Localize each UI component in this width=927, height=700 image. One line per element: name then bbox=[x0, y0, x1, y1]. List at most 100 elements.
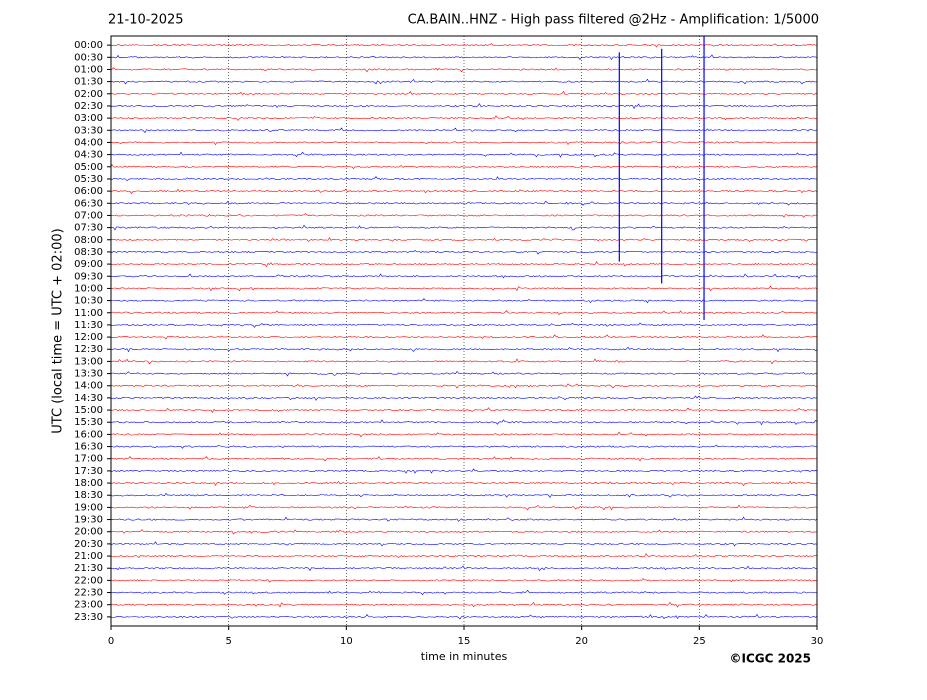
y-tick-label: 14:00 bbox=[74, 381, 103, 392]
y-tick-label: 11:00 bbox=[74, 308, 103, 319]
trace bbox=[110, 601, 818, 608]
trace bbox=[110, 78, 818, 85]
y-tick-label: 04:00 bbox=[74, 137, 103, 148]
trace bbox=[110, 516, 818, 522]
y-tick-label: 23:30 bbox=[74, 612, 103, 623]
y-tick-label: 00:00 bbox=[74, 40, 103, 51]
y-tick-label: 09:30 bbox=[74, 271, 103, 282]
trace bbox=[110, 250, 818, 255]
trace bbox=[110, 578, 818, 583]
y-tick-label: 21:30 bbox=[74, 563, 103, 574]
trace bbox=[110, 67, 818, 73]
trace bbox=[110, 504, 818, 511]
trace bbox=[110, 285, 818, 292]
y-tick-label: 06:30 bbox=[74, 198, 103, 209]
trace bbox=[110, 407, 818, 413]
y-tick-label: 12:30 bbox=[74, 344, 103, 355]
trace bbox=[110, 529, 818, 535]
trace bbox=[110, 224, 818, 231]
trace bbox=[110, 444, 818, 449]
y-tick-label: 10:00 bbox=[74, 283, 103, 294]
y-tick-label: 03:30 bbox=[74, 125, 103, 136]
trace bbox=[110, 54, 818, 61]
trace bbox=[110, 419, 818, 426]
y-tick-label: 21:00 bbox=[74, 551, 103, 562]
y-tick-label: 20:30 bbox=[74, 539, 103, 550]
trace bbox=[110, 188, 818, 195]
trace bbox=[110, 200, 818, 206]
y-tick-label: 19:30 bbox=[74, 515, 103, 526]
x-tick-label: 5 bbox=[225, 636, 231, 647]
y-tick-label: 13:30 bbox=[74, 369, 103, 380]
x-tick-label: 20 bbox=[575, 636, 588, 647]
trace bbox=[110, 43, 818, 48]
trace bbox=[110, 334, 818, 340]
y-tick-label: 16:30 bbox=[74, 442, 103, 453]
trace bbox=[110, 431, 818, 438]
trace bbox=[110, 141, 818, 146]
trace bbox=[110, 310, 818, 316]
trace bbox=[110, 127, 818, 134]
y-tick-label: 01:00 bbox=[74, 64, 103, 75]
y-tick-label: 02:00 bbox=[74, 89, 103, 100]
trace bbox=[110, 273, 818, 279]
trace bbox=[110, 541, 818, 547]
y-tick-label: 16:00 bbox=[74, 429, 103, 440]
trace bbox=[110, 358, 818, 365]
x-tick-label: 30 bbox=[811, 636, 824, 647]
x-axis-label: time in minutes bbox=[421, 650, 508, 663]
trace bbox=[110, 103, 818, 110]
y-tick-label: 08:30 bbox=[74, 247, 103, 258]
trace bbox=[110, 589, 818, 596]
y-tick-label: 07:00 bbox=[74, 210, 103, 221]
trace bbox=[110, 261, 818, 268]
trace bbox=[110, 346, 818, 353]
y-tick-label: 20:00 bbox=[74, 527, 103, 538]
y-tick-label: 22:30 bbox=[74, 588, 103, 599]
x-tick-label: 10 bbox=[340, 636, 353, 647]
trace bbox=[110, 383, 818, 389]
y-tick-label: 22:00 bbox=[74, 575, 103, 586]
trace bbox=[110, 298, 818, 304]
y-tick-label: 07:30 bbox=[74, 223, 103, 234]
y-tick-label: 12:00 bbox=[74, 332, 103, 343]
y-tick-label: 19:00 bbox=[74, 502, 103, 513]
y-tick-label: 17:00 bbox=[74, 454, 103, 465]
y-tick-label: 08:00 bbox=[74, 235, 103, 246]
trace bbox=[110, 370, 818, 377]
trace bbox=[110, 151, 818, 158]
y-tick-label: 01:30 bbox=[74, 77, 103, 88]
y-tick-label: 17:30 bbox=[74, 466, 103, 477]
y-tick-label: 18:30 bbox=[74, 490, 103, 501]
x-tick-label: 0 bbox=[108, 636, 114, 647]
trace bbox=[110, 322, 818, 328]
trace bbox=[110, 553, 818, 559]
y-tick-label: 14:30 bbox=[74, 393, 103, 404]
y-tick-label: 18:00 bbox=[74, 478, 103, 489]
trace bbox=[110, 492, 818, 498]
y-tick-label: 03:00 bbox=[74, 113, 103, 124]
trace bbox=[110, 613, 818, 620]
trace bbox=[110, 565, 818, 572]
trace bbox=[110, 237, 818, 242]
trace bbox=[110, 164, 818, 170]
y-tick-label: 05:30 bbox=[74, 174, 103, 185]
y-tick-label: 00:30 bbox=[74, 52, 103, 63]
trace bbox=[110, 90, 818, 95]
chart-title: CA.BAIN..HNZ - High pass filtered @2Hz -… bbox=[408, 13, 819, 28]
trace bbox=[110, 480, 818, 487]
copyright: ©ICGC 2025 bbox=[729, 652, 811, 666]
y-tick-label: 06:00 bbox=[74, 186, 103, 197]
y-tick-label: 15:00 bbox=[74, 405, 103, 416]
y-axis-label: UTC (local time = UTC + 02:00) bbox=[51, 228, 66, 433]
y-tick-label: 04:30 bbox=[74, 150, 103, 161]
trace bbox=[110, 395, 818, 401]
trace bbox=[110, 115, 818, 121]
y-tick-label: 11:30 bbox=[74, 320, 103, 331]
trace bbox=[110, 456, 818, 462]
plot-frame bbox=[110, 35, 818, 627]
date: 21-10-2025 bbox=[108, 13, 184, 28]
x-tick-label: 25 bbox=[693, 636, 706, 647]
y-tick-label: 09:00 bbox=[74, 259, 103, 270]
